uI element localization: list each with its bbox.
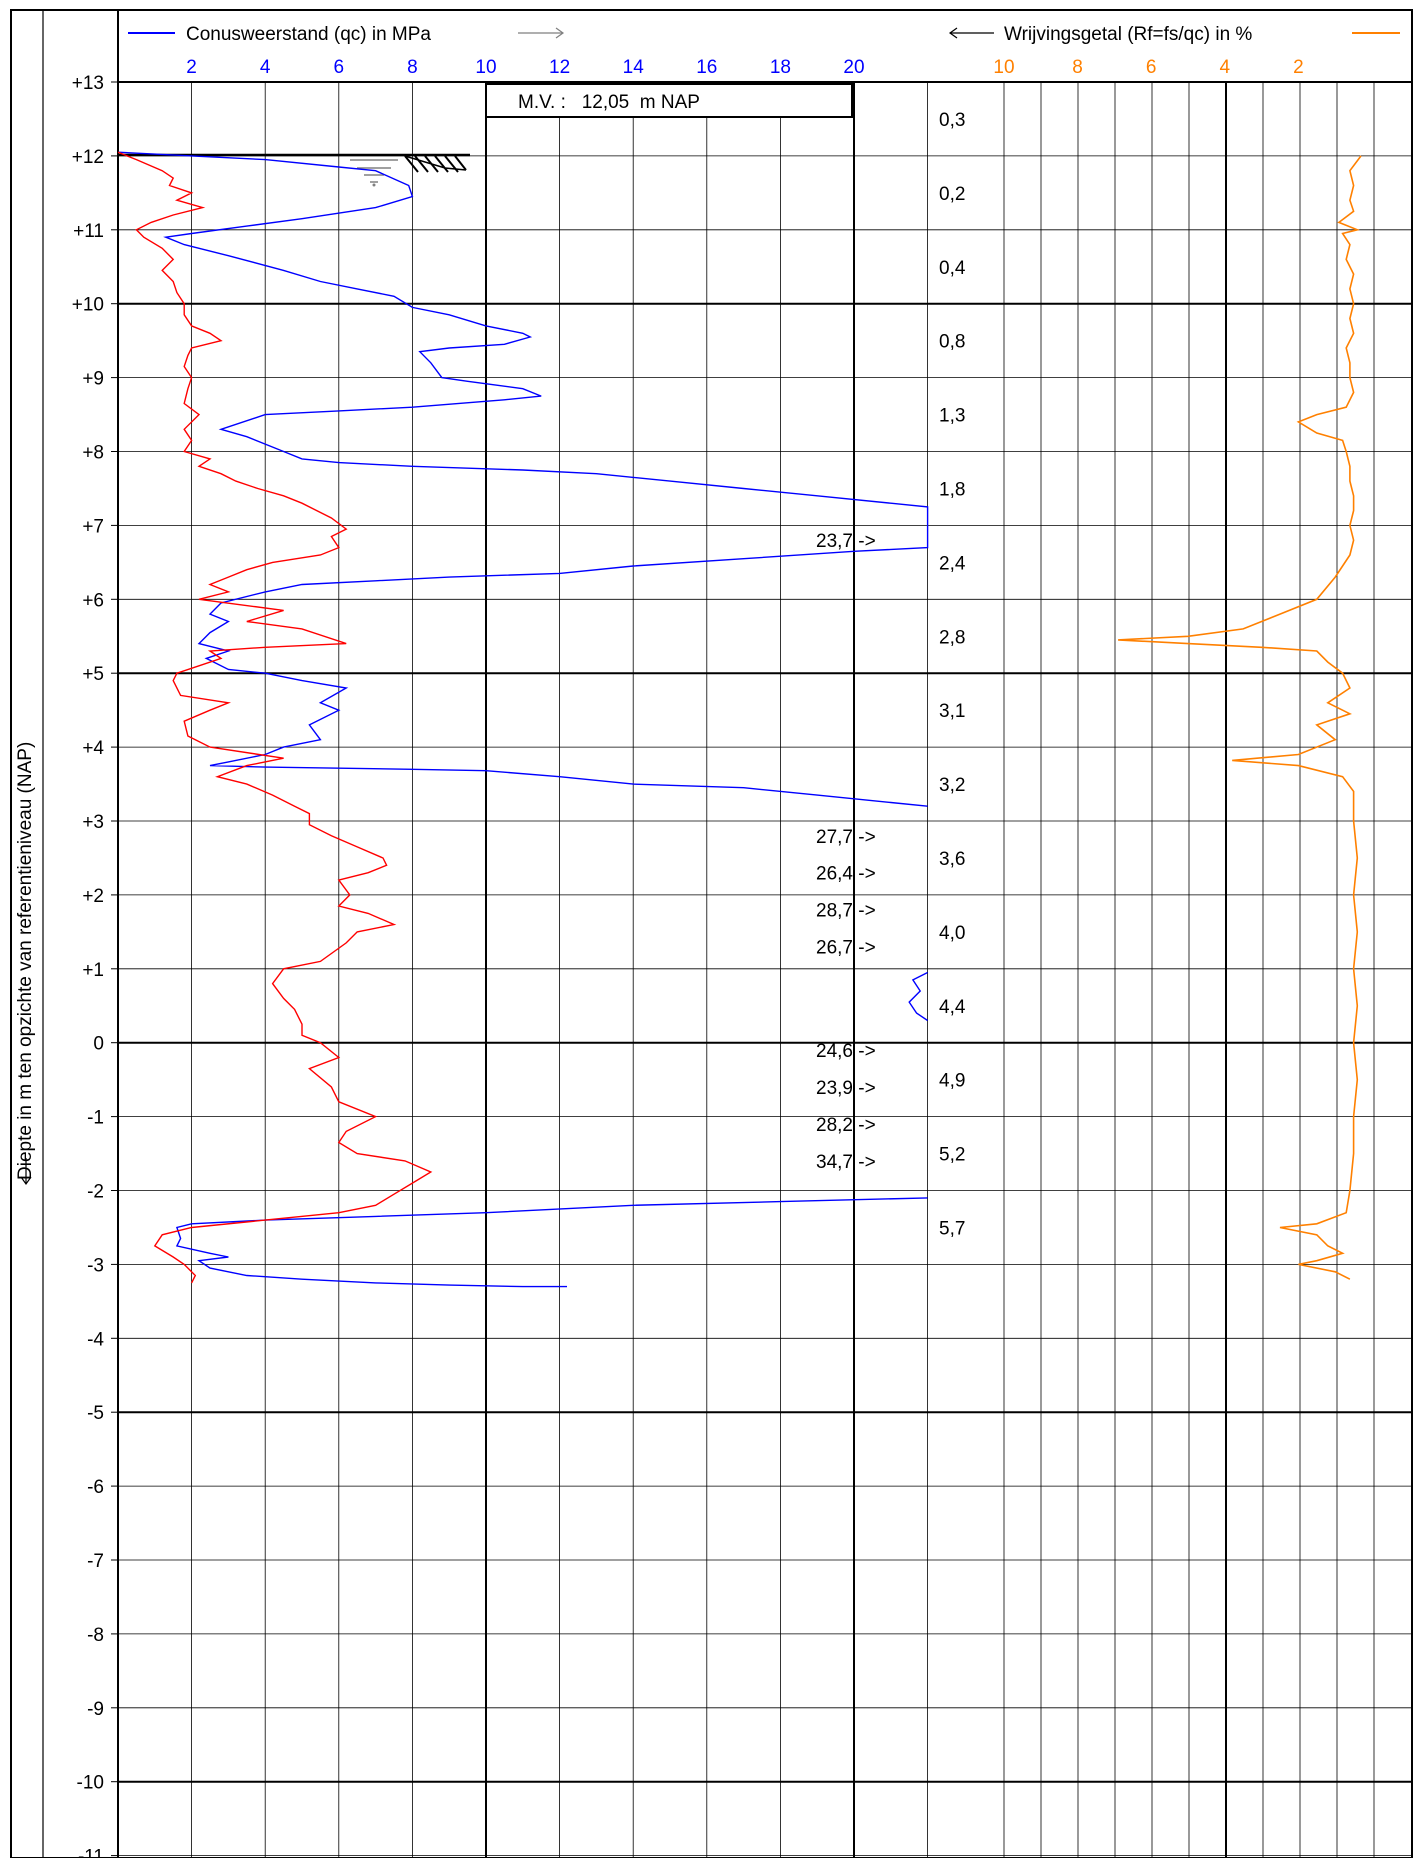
exceed-label: 28,7 ->: [816, 901, 876, 922]
friction-value-label: 5,2: [939, 1145, 965, 1166]
outer-border: [10, 9, 1413, 1858]
exceed-label: 23,7 ->: [816, 531, 876, 552]
y-tick-label: +12: [72, 147, 104, 168]
y-axis-arrow: [20, 1158, 32, 1186]
y-tick-label: -2: [87, 1182, 104, 1203]
y-tick-label: +8: [82, 443, 104, 464]
qc-legend-label: Conusweerstand (qc) in MPa: [186, 24, 431, 45]
friction-value-label: 1,3: [939, 406, 965, 427]
y-tick-label: +4: [82, 738, 104, 759]
friction-value-label: 3,2: [939, 775, 965, 796]
grid: [111, 81, 1412, 1858]
qc-legend: Conusweerstand (qc) in MPa: [128, 24, 565, 45]
exceed-label: 24,6 ->: [816, 1041, 876, 1062]
qc-tick-label: 6: [334, 57, 345, 78]
y-tick-label: +6: [82, 590, 104, 611]
qc-tick-label: 12: [549, 57, 570, 78]
rf-tick-label: 8: [1072, 57, 1083, 78]
rf-legend: Wrijvingsgetal (Rf=fs/qc) in %: [948, 24, 1400, 45]
y-tick-label: -7: [87, 1551, 104, 1572]
value-labels: 23,7 -> 27,7 -> 26,4 -> 28,7 -> 26,7 -> 24,6 …: [816, 110, 966, 1239]
qc-tick-label: 8: [407, 57, 418, 78]
friction-value-label: 3,1: [939, 701, 965, 722]
qc-tick-label: 16: [696, 57, 717, 78]
y-tick-label: +7: [82, 516, 104, 537]
exceed-label: 26,4 ->: [816, 864, 876, 885]
y-tick-label: -1: [87, 1108, 104, 1129]
qc-tick-label: 20: [843, 57, 864, 78]
mv-box: [485, 83, 853, 118]
friction-value-label: 2,8: [939, 627, 965, 648]
y-tick-label: -9: [87, 1699, 104, 1720]
chart-frame: [10, 9, 1413, 1858]
qc-curve-segment: [908, 971, 928, 1022]
friction-value-label: 0,8: [939, 332, 965, 353]
y-tick-label: -10: [77, 1773, 104, 1794]
qc-tick-label: 2: [186, 57, 197, 78]
y-tick-label: -6: [87, 1477, 104, 1498]
y-tick-label: +11: [73, 221, 104, 242]
qc-curve-segment: [175, 1197, 928, 1288]
y-tick-label: -8: [87, 1625, 104, 1646]
qc-legend-arrowhead: [555, 27, 565, 39]
qc-tick-label: 14: [623, 57, 645, 78]
friction-value-label: 0,4: [939, 258, 966, 279]
rf-legend-arrowhead: [948, 27, 958, 39]
y-tick-label: -11: [78, 1847, 104, 1858]
y-axis-label: Diepte in m ten opzichte van referentien…: [15, 742, 36, 1180]
rf-legend-label: Wrijvingsgetal (Rf=fs/qc) in %: [1004, 24, 1252, 45]
y-tick-label: +13: [72, 73, 104, 94]
y-tick-label: +5: [82, 664, 104, 685]
y-tick-label: +3: [82, 812, 104, 833]
friction-value-label: 4,9: [939, 1071, 965, 1092]
friction-value-label: 5,7: [939, 1218, 965, 1239]
y-tick-label: +2: [82, 886, 104, 907]
friction-value-label: 4,0: [939, 923, 965, 944]
friction-curve: [117, 151, 433, 1284]
exceed-label: 26,7 ->: [816, 938, 876, 959]
y-tick-label: -3: [87, 1255, 104, 1276]
rf-tick-label: 6: [1146, 57, 1157, 78]
y-tick-label: +9: [82, 369, 104, 390]
qc-tick-label: 4: [260, 57, 271, 78]
friction-value-label: 1,8: [939, 479, 965, 500]
rf-tick-label: 2: [1293, 57, 1304, 78]
curves: [117, 151, 1362, 1288]
y-tick-label: -5: [87, 1403, 104, 1424]
y-tick-label: +1: [82, 960, 104, 981]
friction-value-label: 2,4: [939, 553, 966, 574]
qc-tick-label: 10: [475, 57, 496, 78]
y-tick-label: +10: [72, 295, 104, 316]
friction-ratio-curve: [1118, 155, 1362, 1280]
y-tick-label: -4: [87, 1329, 104, 1350]
friction-value-label: 4,4: [939, 997, 966, 1018]
y-tick-label: 0: [93, 1034, 104, 1055]
rf-tick-label: 4: [1220, 57, 1231, 78]
friction-value-label: 3,6: [939, 849, 965, 870]
exceed-label: 23,9 ->: [816, 1078, 876, 1099]
mv-label: M.V. : 12,05 m NAP: [518, 92, 700, 113]
exceed-label: 28,2 ->: [816, 1115, 876, 1136]
friction-value-label: 0,2: [939, 184, 965, 205]
friction-value-label: 0,3: [939, 110, 965, 131]
axis-ticks: +13+12+11+10+9+8+7+6+5+4+3+2+10-1-2-3-4-…: [72, 57, 1304, 1858]
qc-tick-label: 18: [770, 57, 791, 78]
exceed-label: 34,7 ->: [816, 1152, 876, 1173]
exceed-label: 27,7 ->: [816, 827, 876, 848]
qc-curve: [117, 151, 929, 807]
rf-tick-label: 10: [993, 57, 1014, 78]
